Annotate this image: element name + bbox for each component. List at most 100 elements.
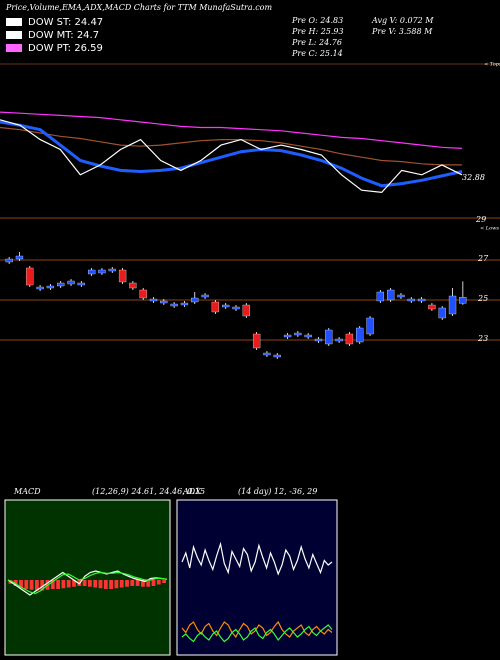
candle-body <box>180 302 189 306</box>
annotation: 32.88 <box>462 173 485 182</box>
panel-params: (12,26,9) 24.61, 24.46, 0.15 <box>92 487 205 496</box>
series-line <box>0 120 463 188</box>
annotation: 29 <box>475 215 486 224</box>
candle-body <box>87 269 96 275</box>
candle-body <box>15 255 24 260</box>
histogram-bar <box>82 580 87 586</box>
candle-body <box>232 306 240 310</box>
stat-label: Pre C: 25.14 <box>291 49 343 58</box>
candle-body <box>407 298 415 302</box>
series-line <box>0 126 462 166</box>
candle-body <box>273 354 281 358</box>
candle-body <box>252 333 261 349</box>
stat-label: Pre O: 24.83 <box>291 16 343 25</box>
series-line <box>7 571 168 595</box>
candle-body <box>5 258 13 263</box>
candle-body <box>170 303 178 307</box>
y-tick-label: 27 <box>477 254 489 263</box>
legend-swatch <box>6 31 22 39</box>
series-line <box>181 620 333 639</box>
candle-body <box>335 338 343 342</box>
candle-body <box>129 282 137 289</box>
histogram-bar <box>109 580 113 589</box>
histogram-bar <box>61 580 66 589</box>
candle-body <box>376 291 385 302</box>
histogram-bar <box>24 580 29 589</box>
candle-body <box>242 304 250 317</box>
histogram-bar <box>50 580 55 589</box>
candle-body <box>222 304 230 308</box>
histogram-bar <box>98 580 103 589</box>
panel-title: ADX <box>182 487 201 496</box>
candle-body <box>108 268 116 272</box>
candle-body <box>149 298 158 302</box>
histogram-bar <box>88 580 92 587</box>
histogram-bar <box>13 580 18 586</box>
histogram-bar <box>156 580 161 585</box>
candle-body <box>314 338 323 342</box>
stat-label: Pre V: 3.588 M <box>371 27 433 36</box>
candle-body <box>263 352 271 356</box>
panel-title: MACD <box>13 487 41 496</box>
candle-body <box>448 295 457 315</box>
candle-body <box>397 294 405 298</box>
legend-swatch <box>6 18 22 26</box>
histogram-bar <box>35 580 39 591</box>
histogram-bar <box>125 580 129 587</box>
candle-body <box>160 300 168 304</box>
candle-body <box>139 289 147 299</box>
candle-body <box>77 282 85 286</box>
legend-label: DOW MT: 24.7 <box>28 30 99 41</box>
histogram-bar <box>146 580 151 587</box>
stat-label: Pre H: 25.93 <box>291 27 344 36</box>
candle-body <box>67 280 75 285</box>
legend-swatch <box>6 44 22 52</box>
histogram-bar <box>29 580 34 590</box>
candle-body <box>46 285 55 289</box>
candle-body <box>417 298 426 302</box>
y-tick-label: 25 <box>477 294 488 303</box>
histogram-bar <box>151 580 156 586</box>
candle-body <box>304 334 312 338</box>
page-title: Price,Volume,EMA,ADX,MACD Charts for TTM… <box>5 3 272 12</box>
candle-body <box>438 307 446 319</box>
histogram-bar <box>114 580 119 589</box>
candle-body <box>211 301 220 313</box>
histogram-bar <box>72 580 76 587</box>
legend-label: DOW PT: 26.59 <box>28 43 103 54</box>
candle-body <box>356 327 364 343</box>
series-line <box>181 541 333 576</box>
y-tick-label: 23 <box>477 334 488 343</box>
candle-body <box>191 297 199 303</box>
histogram-bar <box>93 580 98 588</box>
candle-body <box>201 294 209 298</box>
candle-body <box>98 269 106 274</box>
histogram-bar <box>119 580 124 588</box>
histogram-bar <box>40 580 45 591</box>
histogram-bar <box>162 580 166 583</box>
candle-body <box>459 297 467 304</box>
series-line <box>0 119 463 194</box>
histogram-bar <box>135 580 140 586</box>
histogram-bar <box>19 580 23 588</box>
stat-label: Avg V: 0.072 M <box>371 16 434 25</box>
candle-body <box>345 333 354 345</box>
stat-label: Pre L: 24.76 <box>291 38 342 47</box>
histogram-bar <box>56 580 60 589</box>
candle-body <box>428 304 436 310</box>
legend-label: DOW ST: 24.47 <box>28 17 103 28</box>
histogram-bar <box>103 580 108 589</box>
histogram-bar <box>141 580 145 587</box>
annotation: < Lows <box>480 226 499 232</box>
candle-body <box>283 334 292 338</box>
series-line <box>7 570 168 596</box>
candle-body <box>57 282 65 287</box>
candle-body <box>118 269 127 283</box>
candle-body <box>36 286 44 290</box>
panel-params: (14 day) 12, -36, 29 <box>238 487 317 496</box>
histogram-bar <box>130 580 135 586</box>
histogram-bar <box>66 580 71 588</box>
candle-body <box>294 332 302 336</box>
